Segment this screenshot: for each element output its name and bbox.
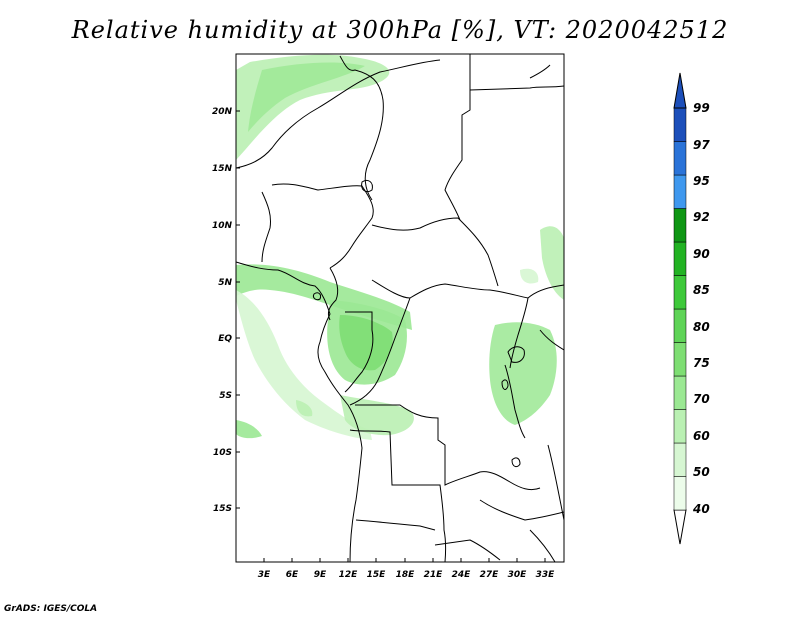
humidity-shading	[236, 54, 564, 440]
bioko-island	[313, 292, 321, 301]
coastline-west	[236, 261, 363, 562]
lat-label: EQ	[218, 334, 232, 344]
colorbar-top-arrow	[673, 72, 687, 109]
colorbar-segment	[673, 275, 687, 310]
colorbar-label: 70	[693, 392, 710, 406]
humidity-area-southwest-coast	[236, 420, 262, 439]
colorbar-label: 60	[693, 429, 710, 443]
colorbar-label: 75	[693, 356, 710, 370]
border-egypt	[469, 85, 564, 91]
border-drc-west	[349, 297, 411, 406]
colorbar-segment	[673, 141, 687, 176]
border-namibia	[355, 519, 436, 531]
colorbar-label: 95	[693, 174, 710, 188]
border-mozambique	[529, 529, 556, 562]
humidity-area-north-core	[248, 62, 365, 132]
colorbar-segment	[673, 241, 687, 276]
lat-label: 10N	[212, 221, 233, 231]
colorbar-labels: 40 50 60 70 75 80 85 90 92 95 97 99	[692, 101, 710, 516]
lake-malawi	[547, 444, 564, 521]
humidity-area-north-east	[520, 268, 539, 284]
border-car-south	[371, 279, 529, 299]
lon-label: 24E	[452, 570, 472, 580]
lat-tick-marks	[236, 110, 240, 509]
lon-label: 12E	[339, 570, 359, 580]
lon-label: 3E	[258, 570, 271, 580]
colorbar-segment	[673, 476, 687, 511]
lon-label: 33E	[536, 570, 556, 580]
border-botswana	[434, 539, 501, 561]
lat-label: 10S	[213, 448, 232, 458]
lon-label: 9E	[314, 570, 327, 580]
colorbar-segment	[673, 375, 687, 410]
colorbar-segment	[673, 442, 687, 477]
colorbar-label: 80	[693, 320, 710, 334]
map-frame	[235, 53, 565, 563]
border-drc-south	[355, 404, 541, 491]
humidity-area-east	[489, 322, 557, 425]
border-congo	[344, 311, 374, 393]
colorbar-label: 99	[693, 101, 710, 115]
lat-label: 5S	[219, 391, 232, 401]
colorbar-segments	[673, 107, 687, 511]
lon-label: 6E	[286, 570, 299, 580]
border-cameroon	[327, 267, 339, 321]
map-title: Relative humidity at 300hPa [%], VT: 202…	[71, 16, 729, 44]
border-north-3	[444, 54, 471, 221]
colorbar-label: 85	[693, 283, 710, 297]
humidity-area-ocean	[296, 400, 313, 417]
lake-mweru	[511, 457, 521, 468]
lat-label: 5N	[218, 278, 232, 288]
lake-victoria	[507, 346, 525, 363]
border-chad	[271, 183, 374, 269]
border-tanzania	[539, 329, 564, 351]
colorbar-segment	[673, 308, 687, 343]
colorbar-segment	[673, 342, 687, 377]
border-uganda-kenya	[509, 297, 529, 369]
lon-label: 21E	[424, 570, 444, 580]
humidity-area-core	[339, 315, 393, 371]
colorbar-label: 50	[693, 465, 710, 479]
border-angola	[349, 429, 447, 562]
grads-credit: GrADS: IGES/COLA	[4, 604, 98, 614]
colorbar-label: 97	[693, 138, 710, 152]
lon-labels: 3E 6E 9E 12E 15E 18E 21E 24E 27E 30E 33E	[258, 570, 555, 580]
colorbar: 40 50 60 70 75 80 85 90 92 95 97 99	[673, 72, 710, 545]
border-north-1	[236, 59, 441, 169]
colorbar-label: 92	[693, 210, 710, 224]
lake-kivu	[501, 379, 509, 390]
lon-label: 30E	[508, 570, 528, 580]
lat-labels: 20N 15N 10N 5N EQ 5S 10S 15S	[212, 107, 233, 514]
humidity-area-east-edge	[540, 226, 564, 300]
lon-tick-marks	[263, 558, 546, 562]
colorbar-segment	[673, 208, 687, 243]
lon-label: 27E	[480, 570, 500, 580]
humidity-area-southwest	[236, 290, 372, 440]
border-north-2	[339, 55, 384, 201]
lon-label: 18E	[396, 570, 416, 580]
lake-tanganyika	[504, 364, 526, 439]
colorbar-segment	[673, 174, 687, 209]
lat-label: 15N	[212, 164, 233, 174]
colorbar-label: 90	[693, 247, 710, 261]
lon-label: 15E	[367, 570, 387, 580]
country-borders	[236, 54, 564, 562]
border-niger-nigeria	[261, 191, 271, 263]
colorbar-segment	[673, 107, 687, 142]
lake-chad	[361, 179, 373, 193]
border-car	[371, 217, 499, 287]
colorbar-segment	[673, 409, 687, 444]
lat-label: 20N	[212, 107, 233, 117]
border-east	[527, 284, 564, 299]
colorbar-bottom-arrow	[673, 509, 687, 545]
border-zambia	[479, 499, 564, 521]
colorbar-label: 40	[692, 502, 710, 516]
red-sea-coast	[529, 64, 551, 79]
lat-label: 15S	[213, 504, 232, 514]
